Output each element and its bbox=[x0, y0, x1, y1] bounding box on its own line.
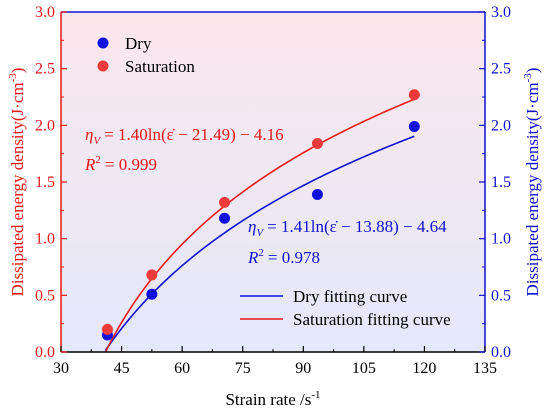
legend-saturation-marker bbox=[97, 60, 109, 72]
y-right-tick-label: 1.0 bbox=[491, 231, 511, 248]
data-point bbox=[219, 196, 231, 208]
y-right-tick-label: 0.0 bbox=[491, 344, 511, 361]
fit-curve bbox=[104, 135, 415, 351]
legend-dry-label: Dry bbox=[125, 34, 152, 53]
x-tick-label: 135 bbox=[473, 360, 497, 377]
y-left-tick-label: 1.0 bbox=[35, 231, 55, 248]
y-left-tick-label: 2.5 bbox=[35, 61, 55, 78]
fit-curve bbox=[104, 98, 415, 353]
data-point bbox=[311, 188, 323, 200]
x-axis-title-text: Strain rate /s bbox=[225, 390, 311, 409]
data-point bbox=[146, 269, 158, 281]
dry-r2-sup: 2 bbox=[258, 247, 264, 259]
right-axis-title-close: ) bbox=[523, 68, 542, 74]
saturation-eta-sub: V bbox=[93, 135, 101, 147]
data-point bbox=[146, 288, 158, 300]
y-left-tick-label: 3.0 bbox=[35, 4, 55, 21]
saturation-equation-line1: ηV = 1.40ln(ε̇ − 21.49) − 4.16 bbox=[85, 125, 284, 147]
dry-eta: η bbox=[248, 217, 256, 236]
legend-points: Dry Saturation bbox=[97, 34, 195, 76]
legend-dry-curve-label: Dry fitting curve bbox=[293, 287, 407, 306]
right-axis-title-text: Dissipated energy density(J·cm bbox=[523, 82, 542, 296]
saturation-equation: ηV = 1.40ln(ε̇ − 21.49) − 4.16 R2 = 0.999 bbox=[84, 125, 284, 174]
right-axis-title-sup: -3 bbox=[522, 73, 534, 83]
x-tick-label: 75 bbox=[235, 360, 251, 377]
dry-eta-sub: V bbox=[256, 227, 264, 239]
legend-saturation-curve-label: Saturation fitting curve bbox=[293, 310, 451, 329]
legend-curves: Dry fitting curve Saturation fitting cur… bbox=[240, 287, 451, 329]
left-axis-title-sup: -3 bbox=[7, 73, 19, 83]
y-left-tick-label: 0.5 bbox=[35, 287, 55, 304]
x-tick-label: 105 bbox=[352, 360, 376, 377]
x-tick-label: 45 bbox=[114, 360, 130, 377]
x-axis-title-sup: -1 bbox=[311, 389, 320, 401]
dry-r2-label: R bbox=[247, 248, 259, 267]
y-left-tick-label: 0.0 bbox=[35, 344, 55, 361]
saturation-r2-sup: 2 bbox=[95, 154, 101, 166]
legend-saturation-label: Saturation bbox=[125, 57, 195, 76]
data-point bbox=[101, 323, 113, 335]
data-point bbox=[311, 137, 323, 149]
y-right-tick-label: 1.5 bbox=[491, 174, 511, 191]
y-left-tick-label: 2.0 bbox=[35, 117, 55, 134]
y-right-tick-label: 2.0 bbox=[491, 117, 511, 134]
x-tick-label: 30 bbox=[53, 360, 69, 377]
left-axis-title-close: ) bbox=[8, 68, 27, 74]
data-point bbox=[408, 120, 420, 132]
dry-r2-value: = 0.978 bbox=[268, 248, 320, 267]
y-right-tick-label: 2.5 bbox=[491, 61, 511, 78]
saturation-r2-label: R bbox=[84, 155, 96, 174]
dry-r2: R2 = 0.978 bbox=[247, 247, 320, 267]
legend-dry-marker bbox=[97, 37, 109, 49]
y-left-tick-label: 1.5 bbox=[35, 174, 55, 191]
saturation-eta: η bbox=[85, 125, 93, 144]
saturation-equation-rhs: = 1.40ln(ε̇ − 21.49) − 4.16 bbox=[104, 125, 283, 144]
data-point bbox=[219, 212, 231, 224]
left-axis-title-text: Dissipated energy density(J·cm bbox=[8, 82, 27, 296]
saturation-r2-value: = 0.999 bbox=[105, 155, 157, 174]
left-axis-title: Dissipated energy density(J·cm-3) bbox=[7, 68, 27, 297]
x-tick-label: 60 bbox=[174, 360, 190, 377]
right-axis-title: Dissipated energy density(J·cm-3) bbox=[522, 68, 542, 297]
y-right-tick-label: 0.5 bbox=[491, 287, 511, 304]
data-point bbox=[408, 89, 420, 101]
dry-equation-rhs: = 1.41ln(ε̇ − 13.88) − 4.64 bbox=[267, 217, 447, 236]
x-tick-label: 90 bbox=[295, 360, 311, 377]
saturation-r2: R2 = 0.999 bbox=[84, 154, 157, 174]
dry-equation: ηV = 1.41ln(ε̇ − 13.88) − 4.64 R2 = 0.978 bbox=[247, 217, 447, 267]
dry-equation-line1: ηV = 1.41ln(ε̇ − 13.88) − 4.64 bbox=[248, 217, 447, 239]
x-axis-title: Strain rate /s-1 bbox=[225, 389, 320, 409]
y-right-tick-label: 3.0 bbox=[491, 4, 511, 21]
x-tick-label: 120 bbox=[412, 360, 436, 377]
